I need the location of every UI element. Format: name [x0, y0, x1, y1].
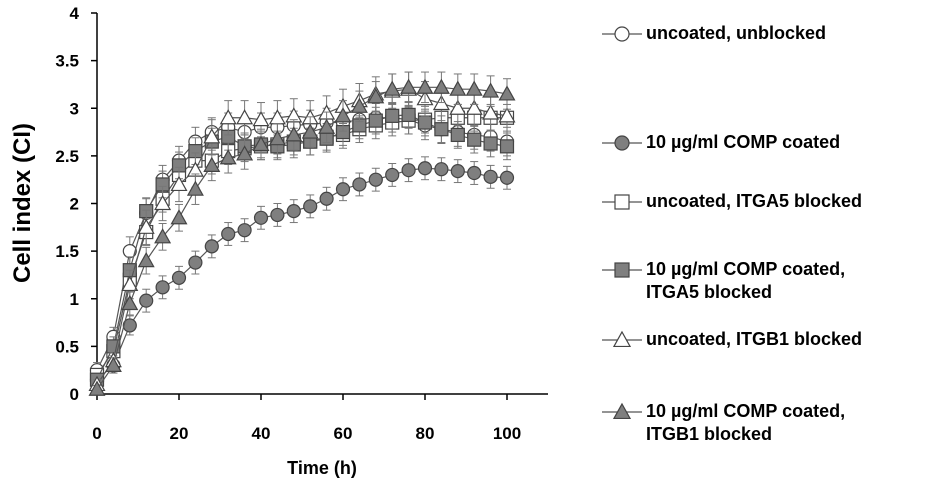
legend-item: uncoated, unblocked — [600, 24, 826, 45]
y-tick-label: 4 — [70, 4, 80, 23]
y-tick-label: 1.5 — [55, 242, 79, 261]
data-point — [255, 211, 268, 224]
ticks: 00.511.522.533.540 20 40 60 80 100 — [55, 4, 521, 443]
data-point — [139, 253, 154, 266]
y-tick-label: 1 — [70, 290, 79, 309]
cell-index-chart: 00.511.522.533.540 20 40 60 80 100 Time (h) C… — [0, 0, 580, 481]
legend-item: uncoated, ITGA5 blocked — [600, 192, 862, 213]
legend-label: uncoated, ITGA5 blocked — [646, 190, 862, 213]
x-tick-label: 100 — [493, 424, 521, 443]
data-point — [419, 116, 432, 129]
data-point — [221, 110, 236, 123]
y-tick-label: 0.5 — [55, 337, 79, 356]
series-4 — [91, 102, 514, 387]
data-point — [271, 208, 284, 221]
legend-swatch — [600, 330, 644, 350]
legend-marker — [614, 332, 630, 346]
data-point — [467, 82, 482, 95]
data-point — [189, 256, 202, 269]
legend-swatch — [600, 192, 644, 212]
legend-marker — [615, 136, 629, 150]
legend-swatch — [600, 133, 644, 153]
data-point — [353, 178, 366, 191]
data-point — [337, 183, 350, 196]
legend-item: 10 µg/ml COMP coated — [600, 133, 840, 154]
data-point — [484, 137, 497, 150]
legend-marker — [615, 263, 629, 277]
data-point — [468, 167, 481, 180]
x-tick-label: 60 — [334, 424, 353, 443]
data-point — [435, 123, 448, 136]
legend-item: uncoated, ITGB1 blocked — [600, 330, 862, 351]
data-point — [402, 164, 415, 177]
x-tick-label: 80 — [416, 424, 435, 443]
legend-marker — [614, 404, 630, 418]
x-axis-title: Time (h) — [287, 458, 357, 478]
data-point — [173, 271, 186, 284]
y-tick-label: 2 — [70, 195, 79, 214]
data-point — [156, 281, 169, 294]
legend-label: 10 µg/ml COMP coated — [646, 131, 840, 154]
series-layer — [90, 72, 515, 395]
data-point — [205, 240, 218, 253]
series-line — [97, 115, 507, 380]
data-point — [484, 170, 497, 183]
data-point — [402, 108, 415, 121]
data-point — [419, 162, 432, 175]
legend-label: uncoated, ITGB1 blocked — [646, 328, 862, 351]
data-point — [172, 210, 187, 223]
x-tick-label: 0 — [92, 424, 101, 443]
data-point — [369, 173, 382, 186]
data-point — [140, 294, 153, 307]
series-line — [97, 118, 507, 375]
data-point — [386, 109, 399, 122]
y-tick-label: 3 — [70, 99, 79, 118]
data-point — [304, 200, 317, 213]
legend-marker — [615, 195, 629, 209]
y-axis-title: Cell index (CI) — [9, 123, 36, 283]
data-point — [451, 165, 464, 178]
data-point — [434, 80, 449, 93]
data-point — [237, 110, 252, 123]
x-tick-label: 20 — [170, 424, 189, 443]
y-tick-label: 3.5 — [55, 52, 79, 71]
y-tick-label: 2.5 — [55, 147, 79, 166]
legend-swatch — [600, 260, 644, 280]
data-point — [320, 192, 333, 205]
legend-swatch — [600, 24, 644, 44]
legend-item: 10 µg/ml COMP coated, ITGA5 blocked — [600, 260, 845, 304]
series-3 — [91, 104, 514, 381]
legend-label: uncoated, unblocked — [646, 22, 826, 45]
data-point — [369, 114, 382, 127]
y-tick-label: 0 — [70, 385, 79, 404]
legend-label: 10 µg/ml COMP coated, ITGB1 blocked — [646, 400, 845, 446]
data-point — [238, 224, 251, 237]
data-point — [435, 163, 448, 176]
legend-label: 10 µg/ml COMP coated, ITGA5 blocked — [646, 258, 845, 304]
legend-item: 10 µg/ml COMP coated, ITGB1 blocked — [600, 402, 845, 446]
data-point — [188, 182, 203, 195]
data-point — [501, 171, 514, 184]
data-point — [386, 168, 399, 181]
legend-swatch — [600, 402, 644, 422]
data-point — [451, 128, 464, 141]
series-1 — [91, 103, 514, 377]
series-2 — [91, 157, 514, 386]
data-point — [418, 80, 433, 93]
data-point — [501, 140, 514, 153]
data-point — [222, 227, 235, 240]
data-point — [468, 133, 481, 146]
series-line — [97, 118, 507, 370]
data-point — [287, 205, 300, 218]
data-point — [401, 80, 416, 93]
legend-marker — [615, 27, 629, 41]
x-tick-label: 40 — [252, 424, 271, 443]
